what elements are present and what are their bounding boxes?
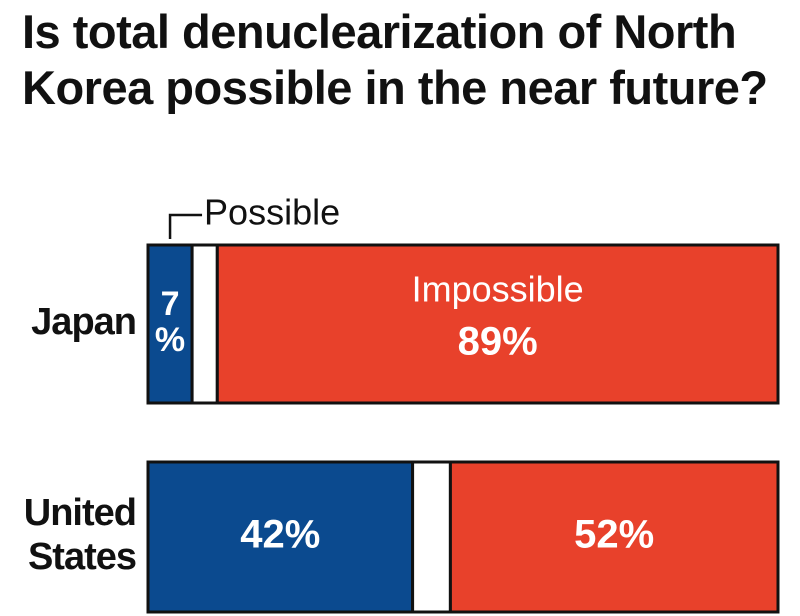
- leader-line: [168, 213, 203, 239]
- bar-segment: [448, 460, 780, 614]
- value-label-char: 7: [161, 285, 180, 323]
- series-label: Impossible: [412, 269, 584, 310]
- bar-segment: [215, 243, 780, 405]
- category-label: Japan: [31, 301, 136, 343]
- chart-title: Is total denuclearization of North Korea…: [22, 5, 768, 114]
- category-label: United States: [24, 492, 136, 578]
- bar-segment: [190, 243, 219, 405]
- bar-segment: [146, 243, 194, 405]
- category-word: States: [28, 536, 136, 578]
- category-word: United: [24, 492, 136, 534]
- value-label: 89%: [458, 320, 538, 364]
- series-label: Possible: [204, 192, 340, 233]
- value-label: 52%: [574, 513, 654, 557]
- value-label: 7%: [155, 285, 185, 359]
- value-label-char: %: [155, 321, 185, 359]
- bar-segment: [411, 460, 452, 614]
- value-label: 42%: [240, 513, 320, 557]
